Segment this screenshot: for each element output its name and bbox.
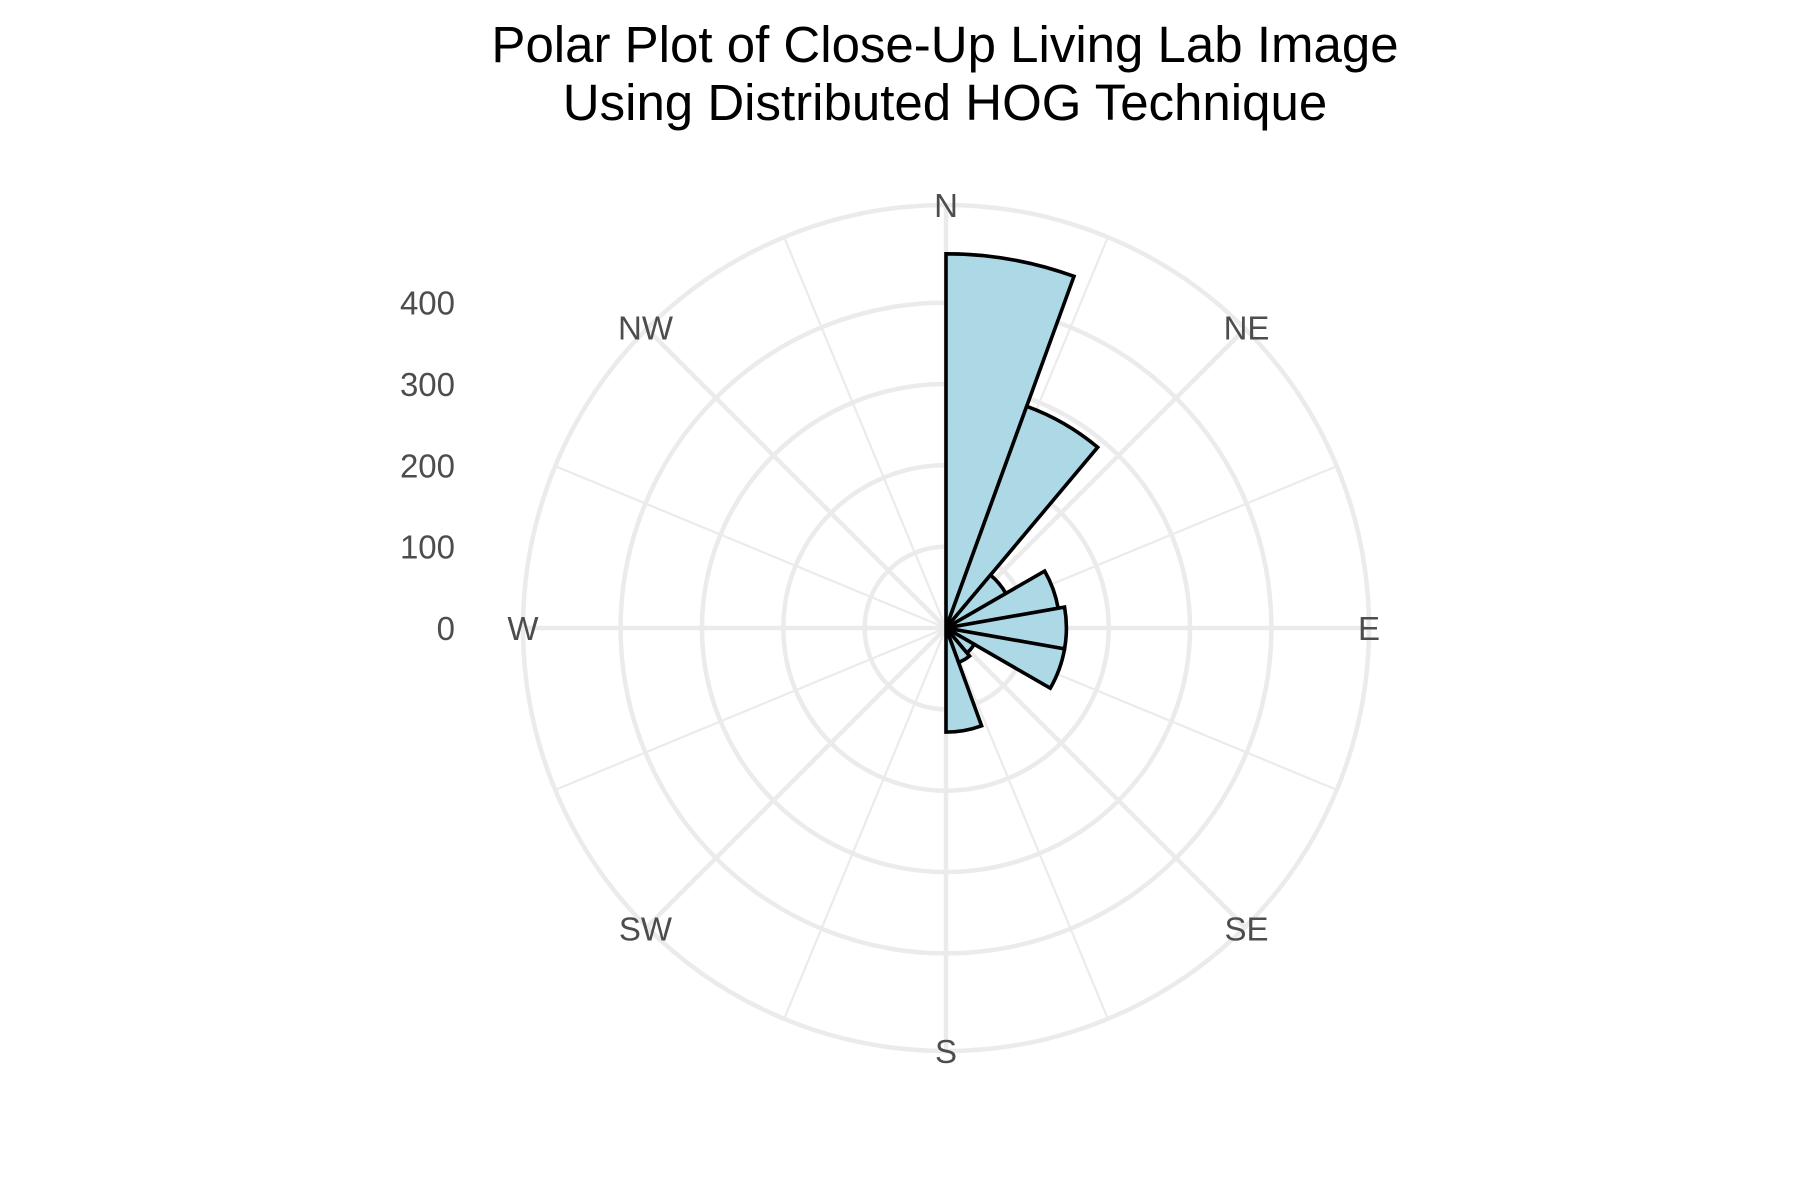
bar-30deg [944,404,1101,630]
direction-label-s: S [935,1033,957,1070]
radial-tick-label-200: 200 [400,447,455,484]
direction-label-w: W [507,610,539,647]
grid-spoke-minor-247.5 [554,626,947,791]
radial-tick-label-300: 300 [400,366,455,403]
bar-10deg [944,252,1077,629]
direction-label-e: E [1358,610,1380,647]
grid-spoke-minor-202.5 [783,627,948,1020]
radial-tick-label-100: 100 [400,529,455,566]
direction-label-nw: NW [618,310,674,347]
direction-label-n: N [934,187,958,224]
grid-spoke-major-135 [944,626,1247,929]
radial-tick-labels: 0 100 200 300 400 [400,285,455,647]
direction-labels: N NE E SE S SW W NW [507,187,1380,1070]
chart-title-line-1: Polar Plot of Close-Up Living Lab Image [491,16,1398,73]
grid-spoke-minor-292.5 [554,465,947,630]
grid-spoke-major-315 [645,327,948,630]
radial-tick-label-0: 0 [437,610,455,647]
radial-tick-label-400: 400 [400,285,455,322]
bar-170deg [944,627,984,734]
grid-spoke-minor-337.5 [783,236,948,629]
polar-grid [520,202,1372,1054]
direction-label-ne: NE [1224,310,1270,347]
grid-spoke-major-225 [645,626,948,929]
polar-bars [944,252,1101,734]
direction-label-se: SE [1224,911,1268,948]
chart-title-line-2: Using Distributed HOG Technique [563,74,1327,131]
direction-label-sw: SW [619,911,673,948]
grid-spoke-minor-157.5 [944,627,1109,1020]
